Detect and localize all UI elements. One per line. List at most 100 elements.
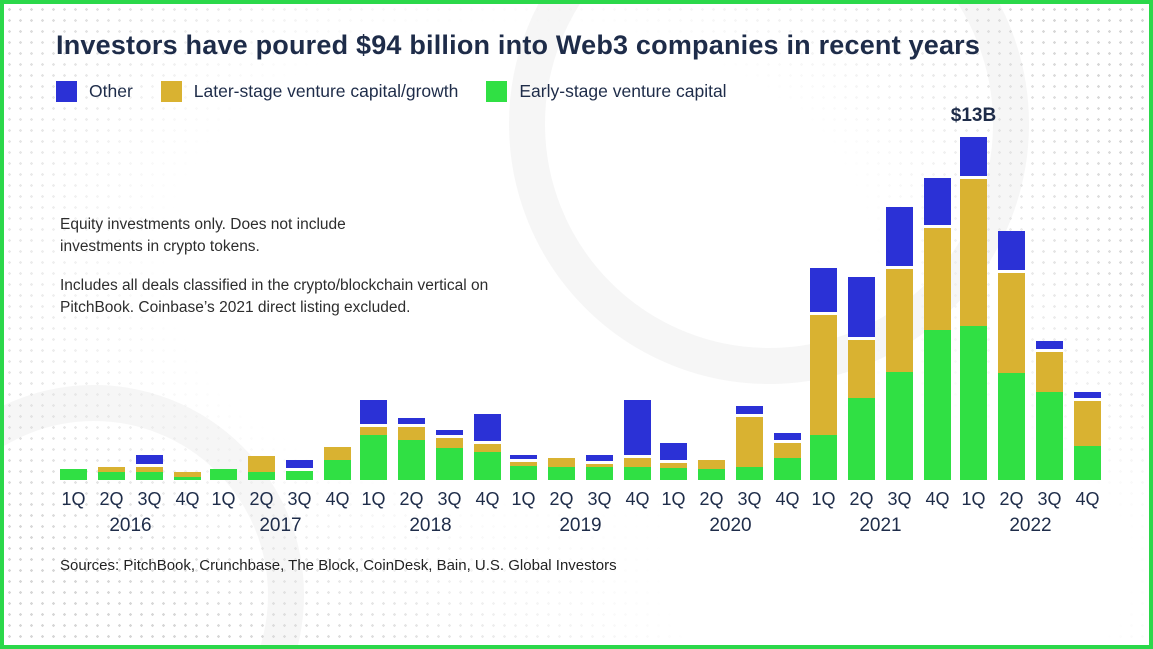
quarter-labels-row: 1Q 2Q 3Q 4Q — [210, 489, 351, 510]
segment-other — [360, 399, 387, 428]
bar-row — [810, 128, 951, 480]
bar-row — [60, 128, 201, 480]
x-tick-3Q-2022: 3Q — [1037, 489, 1062, 509]
year-group-2018: 1Q 2Q 3Q 4Q 2018 — [360, 128, 501, 537]
bar-stack — [436, 429, 463, 480]
segment-early-stage-venture-capital — [624, 466, 651, 480]
x-tick-3Q-2016: 3Q — [137, 489, 162, 509]
segment-later-stage-venture-capital-growth — [174, 472, 201, 478]
x-tick-2Q-2020: 2Q — [699, 489, 724, 509]
segment-later-stage-venture-capital-growth — [848, 340, 875, 399]
bar-stack — [1074, 391, 1101, 480]
bar-4Q-2020 — [774, 432, 801, 480]
legend-label-early-stage: Early-stage venture capital — [519, 81, 727, 101]
segment-later-stage-venture-capital-growth — [810, 315, 837, 436]
bar-stack — [960, 136, 987, 480]
sources-line: Sources: PitchBook, Crunchbase, The Bloc… — [60, 557, 617, 574]
year-group-2016: 1Q 2Q 3Q 4Q 2016 — [60, 128, 201, 537]
x-tick-2Q-2019: 2Q — [549, 489, 574, 509]
bar-2Q-2017 — [248, 456, 275, 480]
legend-swatch-later-stage — [160, 81, 182, 102]
bar-stack — [810, 267, 837, 480]
bar-2Q-2019 — [548, 457, 575, 480]
legend-label-other: Other — [89, 81, 133, 101]
segment-later-stage-venture-capital-growth — [624, 457, 651, 467]
bar-row: $13B — [951, 105, 1101, 480]
bar-4Q-2017 — [324, 447, 351, 480]
segment-other — [660, 443, 687, 463]
bar-3Q-2018 — [436, 429, 463, 480]
quarter-labels-row: 1Q 2Q 3Q 4Q — [810, 489, 951, 510]
segment-other — [960, 136, 987, 180]
year-label-2019: 2019 — [559, 515, 602, 536]
x-tick-3Q-2021: 3Q — [887, 489, 912, 509]
segment-other — [510, 454, 537, 462]
bar-row — [660, 128, 801, 480]
bar-row — [360, 128, 501, 480]
bar-2Q-2021 — [848, 276, 875, 480]
bar-stack — [398, 418, 425, 480]
segment-later-stage-venture-capital-growth — [436, 437, 463, 449]
segment-other — [886, 206, 913, 269]
year-label-2021: 2021 — [859, 515, 902, 536]
x-tick-3Q-2019: 3Q — [587, 489, 612, 509]
bar-4Q-2018 — [474, 414, 501, 480]
legend: Other Later-stage venture capital/growth… — [56, 81, 1101, 102]
year-label-2016: 2016 — [109, 515, 152, 536]
bar-1Q-2017 — [210, 469, 237, 480]
segment-early-stage-venture-capital — [60, 469, 87, 480]
year-label-2018: 2018 — [409, 515, 452, 536]
bar-2Q-2020 — [698, 460, 725, 480]
bar-stack — [660, 443, 687, 480]
legend-swatch-early-stage — [486, 81, 508, 102]
segment-other — [924, 177, 951, 228]
segment-early-stage-venture-capital — [436, 448, 463, 480]
bar-stack — [210, 469, 237, 480]
bar-stack — [174, 472, 201, 480]
segment-later-stage-venture-capital-growth — [886, 268, 913, 372]
bar-3Q-2021 — [886, 206, 913, 480]
segment-other — [998, 230, 1025, 273]
x-tick-4Q-2018: 4Q — [475, 489, 500, 509]
x-tick-1Q-2017: 1Q — [211, 489, 236, 509]
bar-3Q-2016 — [136, 454, 163, 480]
segment-early-stage-venture-capital — [886, 371, 913, 480]
segment-later-stage-venture-capital-growth — [248, 456, 275, 473]
segment-other — [848, 276, 875, 341]
footnote-equity: Equity investments only. Does not includ… — [60, 216, 346, 255]
segment-other — [136, 454, 163, 467]
x-tick-4Q-2019: 4Q — [625, 489, 650, 509]
bar-4Q-2019 — [624, 399, 651, 480]
bar-stack — [924, 177, 951, 480]
segment-other — [398, 418, 425, 428]
segment-later-stage-venture-capital-growth — [510, 461, 537, 466]
segment-other — [286, 460, 313, 471]
segment-other — [774, 432, 801, 444]
bar-2Q-2022 — [998, 230, 1025, 480]
year-label-2020: 2020 — [709, 515, 752, 536]
bar-stack — [324, 447, 351, 480]
legend-label-later-stage: Later-stage venture capital/growth — [193, 81, 459, 101]
bar-row — [210, 128, 351, 480]
bar-1Q-2021 — [810, 267, 837, 480]
chart-content: Investors have poured $94 billion into W… — [4, 4, 1149, 645]
chart-title: Investors have poured $94 billion into W… — [56, 30, 981, 60]
legend-item-early-stage: Early-stage venture capital — [486, 81, 727, 102]
segment-later-stage-venture-capital-growth — [960, 179, 987, 326]
legend-item-later-stage: Later-stage venture capital/growth — [160, 81, 459, 102]
quarter-labels-row: 1Q 2Q 3Q 4Q — [960, 489, 1101, 510]
x-tick-4Q-2017: 4Q — [325, 489, 350, 509]
segment-early-stage-venture-capital — [960, 325, 987, 480]
bar-stack — [60, 469, 87, 480]
x-tick-4Q-2022: 4Q — [1075, 489, 1100, 509]
bar-stack — [698, 460, 725, 480]
bar-1Q-2016 — [60, 469, 87, 480]
bar-stack — [586, 455, 613, 480]
bar-stack — [136, 454, 163, 480]
x-tick-2Q-2016: 2Q — [99, 489, 124, 509]
bar-stack — [548, 457, 575, 480]
x-tick-4Q-2016: 4Q — [175, 489, 200, 509]
segment-early-stage-venture-capital — [548, 466, 575, 480]
segment-early-stage-venture-capital — [136, 472, 163, 480]
